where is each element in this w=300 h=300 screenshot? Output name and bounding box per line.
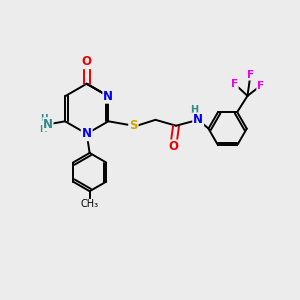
Text: F: F (231, 79, 238, 88)
Text: N: N (103, 90, 113, 103)
Text: O: O (168, 140, 178, 153)
Text: H: H (190, 105, 198, 116)
Text: N: N (82, 127, 92, 140)
Text: CH₃: CH₃ (81, 200, 99, 209)
Text: F: F (257, 81, 264, 91)
Text: O: O (82, 55, 92, 68)
Text: H: H (40, 114, 48, 123)
Text: H: H (39, 125, 47, 134)
Text: F: F (247, 70, 254, 80)
Text: N: N (43, 118, 53, 131)
Text: N: N (193, 113, 203, 126)
Text: S: S (129, 119, 138, 132)
